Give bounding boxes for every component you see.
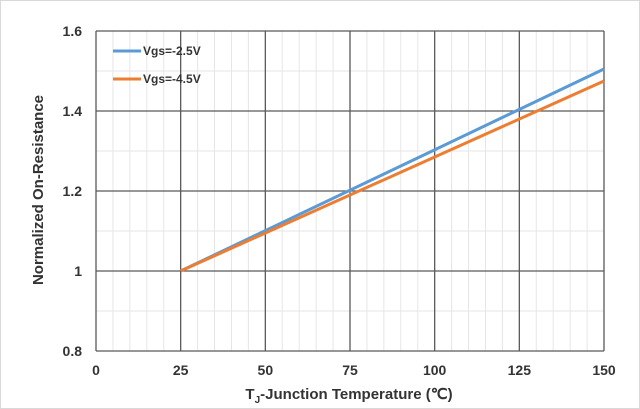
legend: Vgs=-2.5V Vgs=-4.5V xyxy=(113,44,201,86)
x-tick-label: 50 xyxy=(258,362,274,378)
y-axis-title: Normalized On-Resistance xyxy=(30,95,47,285)
x-axis-title: TJ-Junction Temperature (℃) xyxy=(245,386,452,406)
y-tick-label: 0.8 xyxy=(63,343,83,359)
x-axis-title-subscript: J xyxy=(255,395,261,406)
x-tick-label: 125 xyxy=(508,362,532,378)
y-tick-label: 1 xyxy=(74,263,82,279)
x-axis-title-rest: -Junction Temperature (℃) xyxy=(260,386,452,403)
legend-label: Vgs=-2.5V xyxy=(143,44,201,58)
x-tick-label: 150 xyxy=(592,362,616,378)
y-tick-label: 1.2 xyxy=(63,183,83,199)
x-axis-title-main: T xyxy=(245,386,254,403)
legend-label: Vgs=-4.5V xyxy=(143,72,201,86)
x-tick-label: 0 xyxy=(92,362,100,378)
y-tick-label: 1.6 xyxy=(63,23,83,39)
series-line-1 xyxy=(180,79,605,273)
y-tick-label: 1.4 xyxy=(63,103,83,119)
x-tick-label: 100 xyxy=(423,362,447,378)
plot-area: 0 25 50 75 100 125 150 0.8 1 1.2 1.4 1.6 xyxy=(63,23,616,378)
x-tick-label: 25 xyxy=(173,362,189,378)
series-line-0 xyxy=(180,67,605,273)
x-tick-label: 75 xyxy=(342,362,358,378)
